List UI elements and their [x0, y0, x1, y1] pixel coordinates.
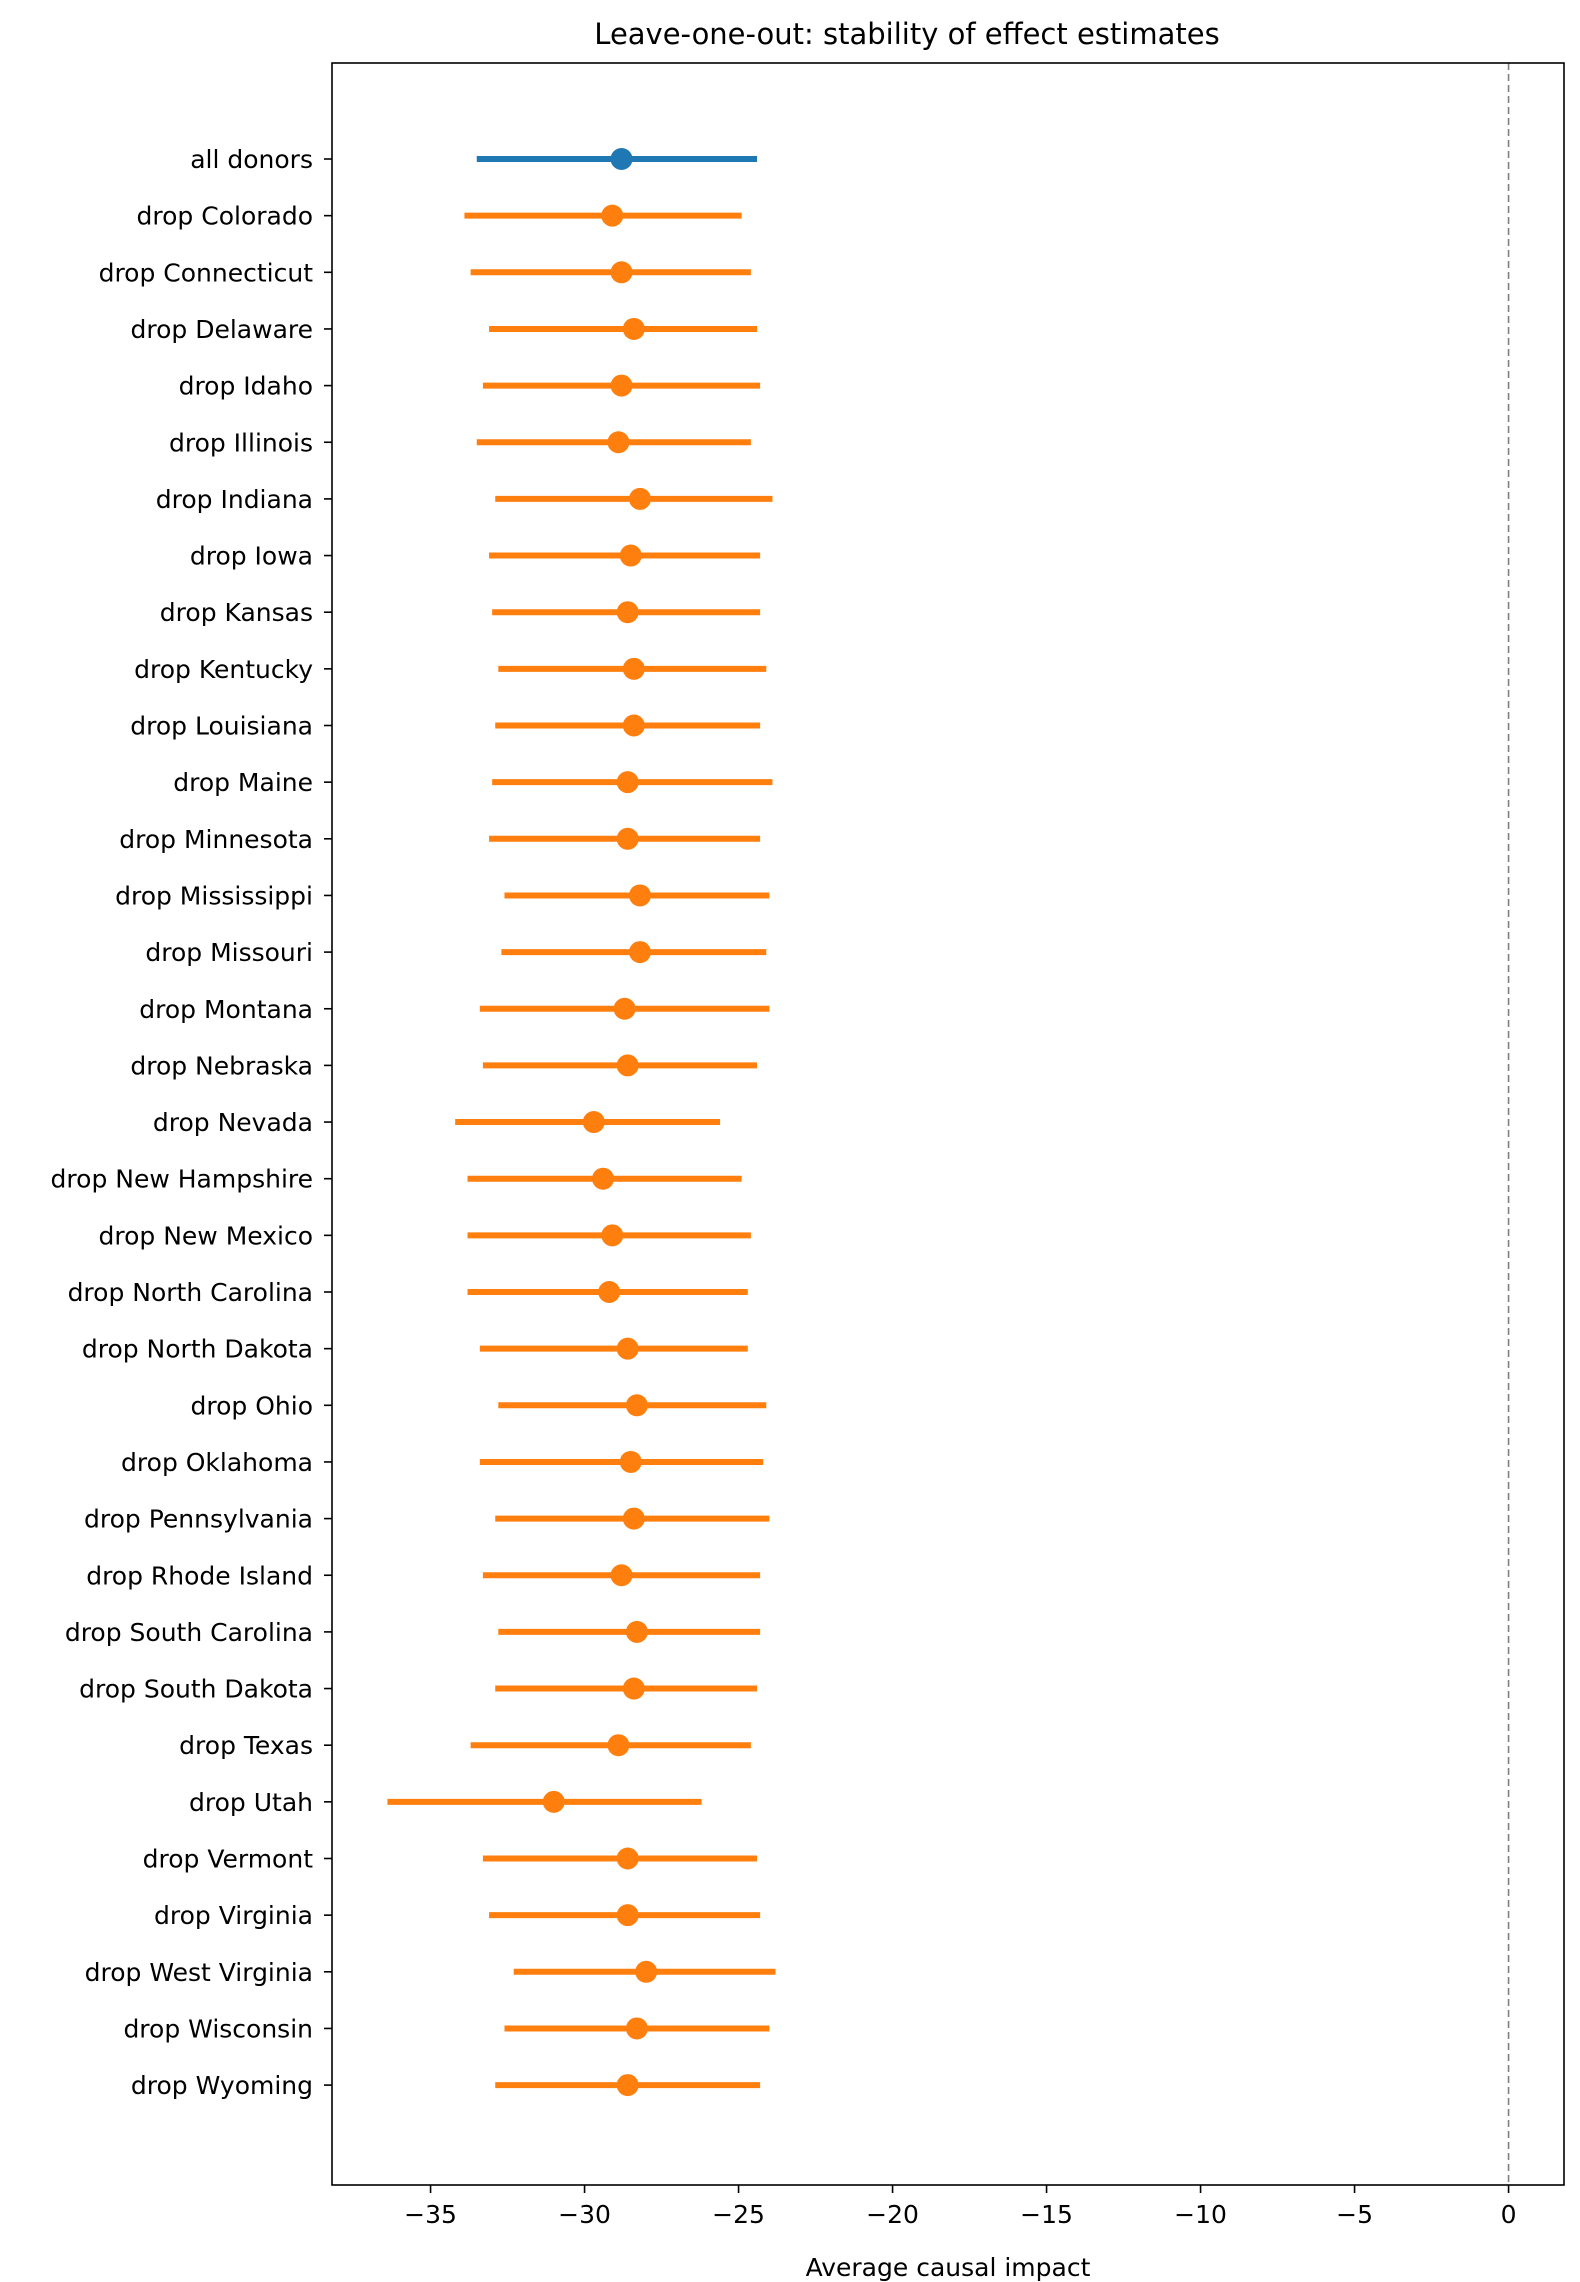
y-tick-label: drop Louisiana — [130, 712, 313, 741]
estimate-point — [607, 1734, 630, 1757]
y-tick-label: drop Virginia — [154, 1901, 313, 1930]
estimate-point — [619, 1450, 642, 1473]
x-tick-label: −20 — [866, 2200, 919, 2229]
y-tick-label: drop Illinois — [169, 428, 313, 457]
y-tick-label: drop Minnesota — [119, 825, 313, 854]
estimate-point — [622, 317, 645, 340]
y-tick-label: drop Texas — [179, 1731, 313, 1760]
estimate-point — [542, 1790, 565, 1813]
y-tick-label: drop Ohio — [191, 1391, 313, 1420]
x-axis: −35 −30 −25 −20 −15 −10 −5 0 — [404, 2185, 1517, 2229]
estimate-point — [616, 1847, 639, 1870]
y-tick-label: drop Nevada — [153, 1108, 313, 1137]
y-tick-label: drop Kansas — [160, 598, 313, 627]
estimate-point — [622, 1677, 645, 1700]
estimate-point — [616, 1337, 639, 1360]
y-tick-label: drop Kentucky — [134, 655, 313, 684]
y-tick-label: drop New Hampshire — [51, 1165, 313, 1194]
estimate-point — [622, 714, 645, 737]
estimate-point — [616, 2074, 639, 2097]
estimate-point — [610, 261, 633, 284]
estimate-point — [610, 374, 633, 397]
estimate-point — [616, 601, 639, 624]
estimate-point — [622, 1507, 645, 1530]
estimate-point — [582, 1111, 605, 1134]
y-tick-label: drop Montana — [139, 995, 313, 1024]
estimate-point — [629, 487, 651, 510]
y-tick-label: drop South Dakota — [79, 1675, 313, 1704]
estimate-point — [629, 941, 651, 964]
x-tick-label: 0 — [1501, 2200, 1517, 2229]
estimate-point — [625, 1620, 648, 1643]
estimate-point — [607, 431, 630, 454]
estimate-point — [592, 1167, 615, 1190]
y-tick-label: drop Indiana — [156, 485, 313, 514]
estimate-point — [619, 544, 642, 567]
estimate-point — [610, 1564, 633, 1587]
estimate-point — [616, 1904, 639, 1927]
chart-title: Leave-one-out: stability of effect estim… — [594, 17, 1219, 51]
estimate-point — [622, 657, 645, 680]
x-tick-label: −35 — [404, 2200, 457, 2229]
y-tick-label: drop Oklahoma — [121, 1448, 313, 1477]
y-tick-label: drop New Mexico — [99, 1221, 313, 1250]
estimate-point — [598, 1281, 621, 1303]
estimate-point — [613, 997, 636, 1020]
y-tick-label: all donors — [190, 145, 313, 174]
y-tick-label: drop Utah — [189, 1788, 313, 1817]
estimate-point — [610, 148, 633, 170]
estimate-point — [625, 1394, 648, 1417]
y-tick-label: drop Nebraska — [130, 1051, 313, 1080]
estimate-point — [635, 1960, 658, 1983]
y-tick-label: drop Rhode Island — [86, 1561, 313, 1590]
y-tick-label: drop Mississippi — [115, 881, 313, 910]
y-tick-label: drop Maine — [173, 768, 313, 797]
estimate-point — [625, 2017, 648, 2040]
x-axis-label: Average causal impact — [806, 2253, 1091, 2282]
x-tick-label: −15 — [1020, 2200, 1073, 2229]
y-tick-label: drop Iowa — [190, 542, 313, 571]
y-tick-label: drop Delaware — [131, 315, 313, 344]
y-tick-label: drop Wisconsin — [123, 2014, 313, 2043]
y-tick-label: drop South Carolina — [65, 1618, 313, 1647]
x-tick-label: −5 — [1336, 2200, 1373, 2229]
y-tick-label: drop Wyoming — [131, 2071, 313, 2100]
y-tick-label: drop North Dakota — [82, 1335, 313, 1364]
plot-area — [331, 62, 1565, 2186]
estimate-point — [601, 204, 624, 227]
y-tick-label: drop North Carolina — [68, 1278, 313, 1307]
y-tick-label: drop Colorado — [137, 202, 313, 231]
y-tick-label: drop Pennsylvania — [84, 1505, 313, 1534]
estimate-point — [629, 884, 651, 907]
y-tick-label: drop West Virginia — [85, 1958, 313, 1987]
y-tick-label: drop Missouri — [145, 938, 313, 967]
estimate-point — [616, 827, 639, 850]
estimate-point — [601, 1224, 624, 1247]
y-tick-label: drop Idaho — [179, 372, 313, 401]
plot-frame — [331, 62, 1565, 2186]
x-tick-label: −25 — [712, 2200, 765, 2229]
x-tick-label: −30 — [558, 2200, 611, 2229]
estimate-point — [616, 771, 639, 794]
y-tick-label: drop Connecticut — [99, 258, 314, 287]
y-axis: all donors drop Colorado drop Connecticut d… — [51, 145, 332, 2100]
x-tick-label: −10 — [1174, 2200, 1227, 2229]
estimate-point — [616, 1054, 639, 1077]
y-tick-label: drop Vermont — [143, 1845, 314, 1874]
